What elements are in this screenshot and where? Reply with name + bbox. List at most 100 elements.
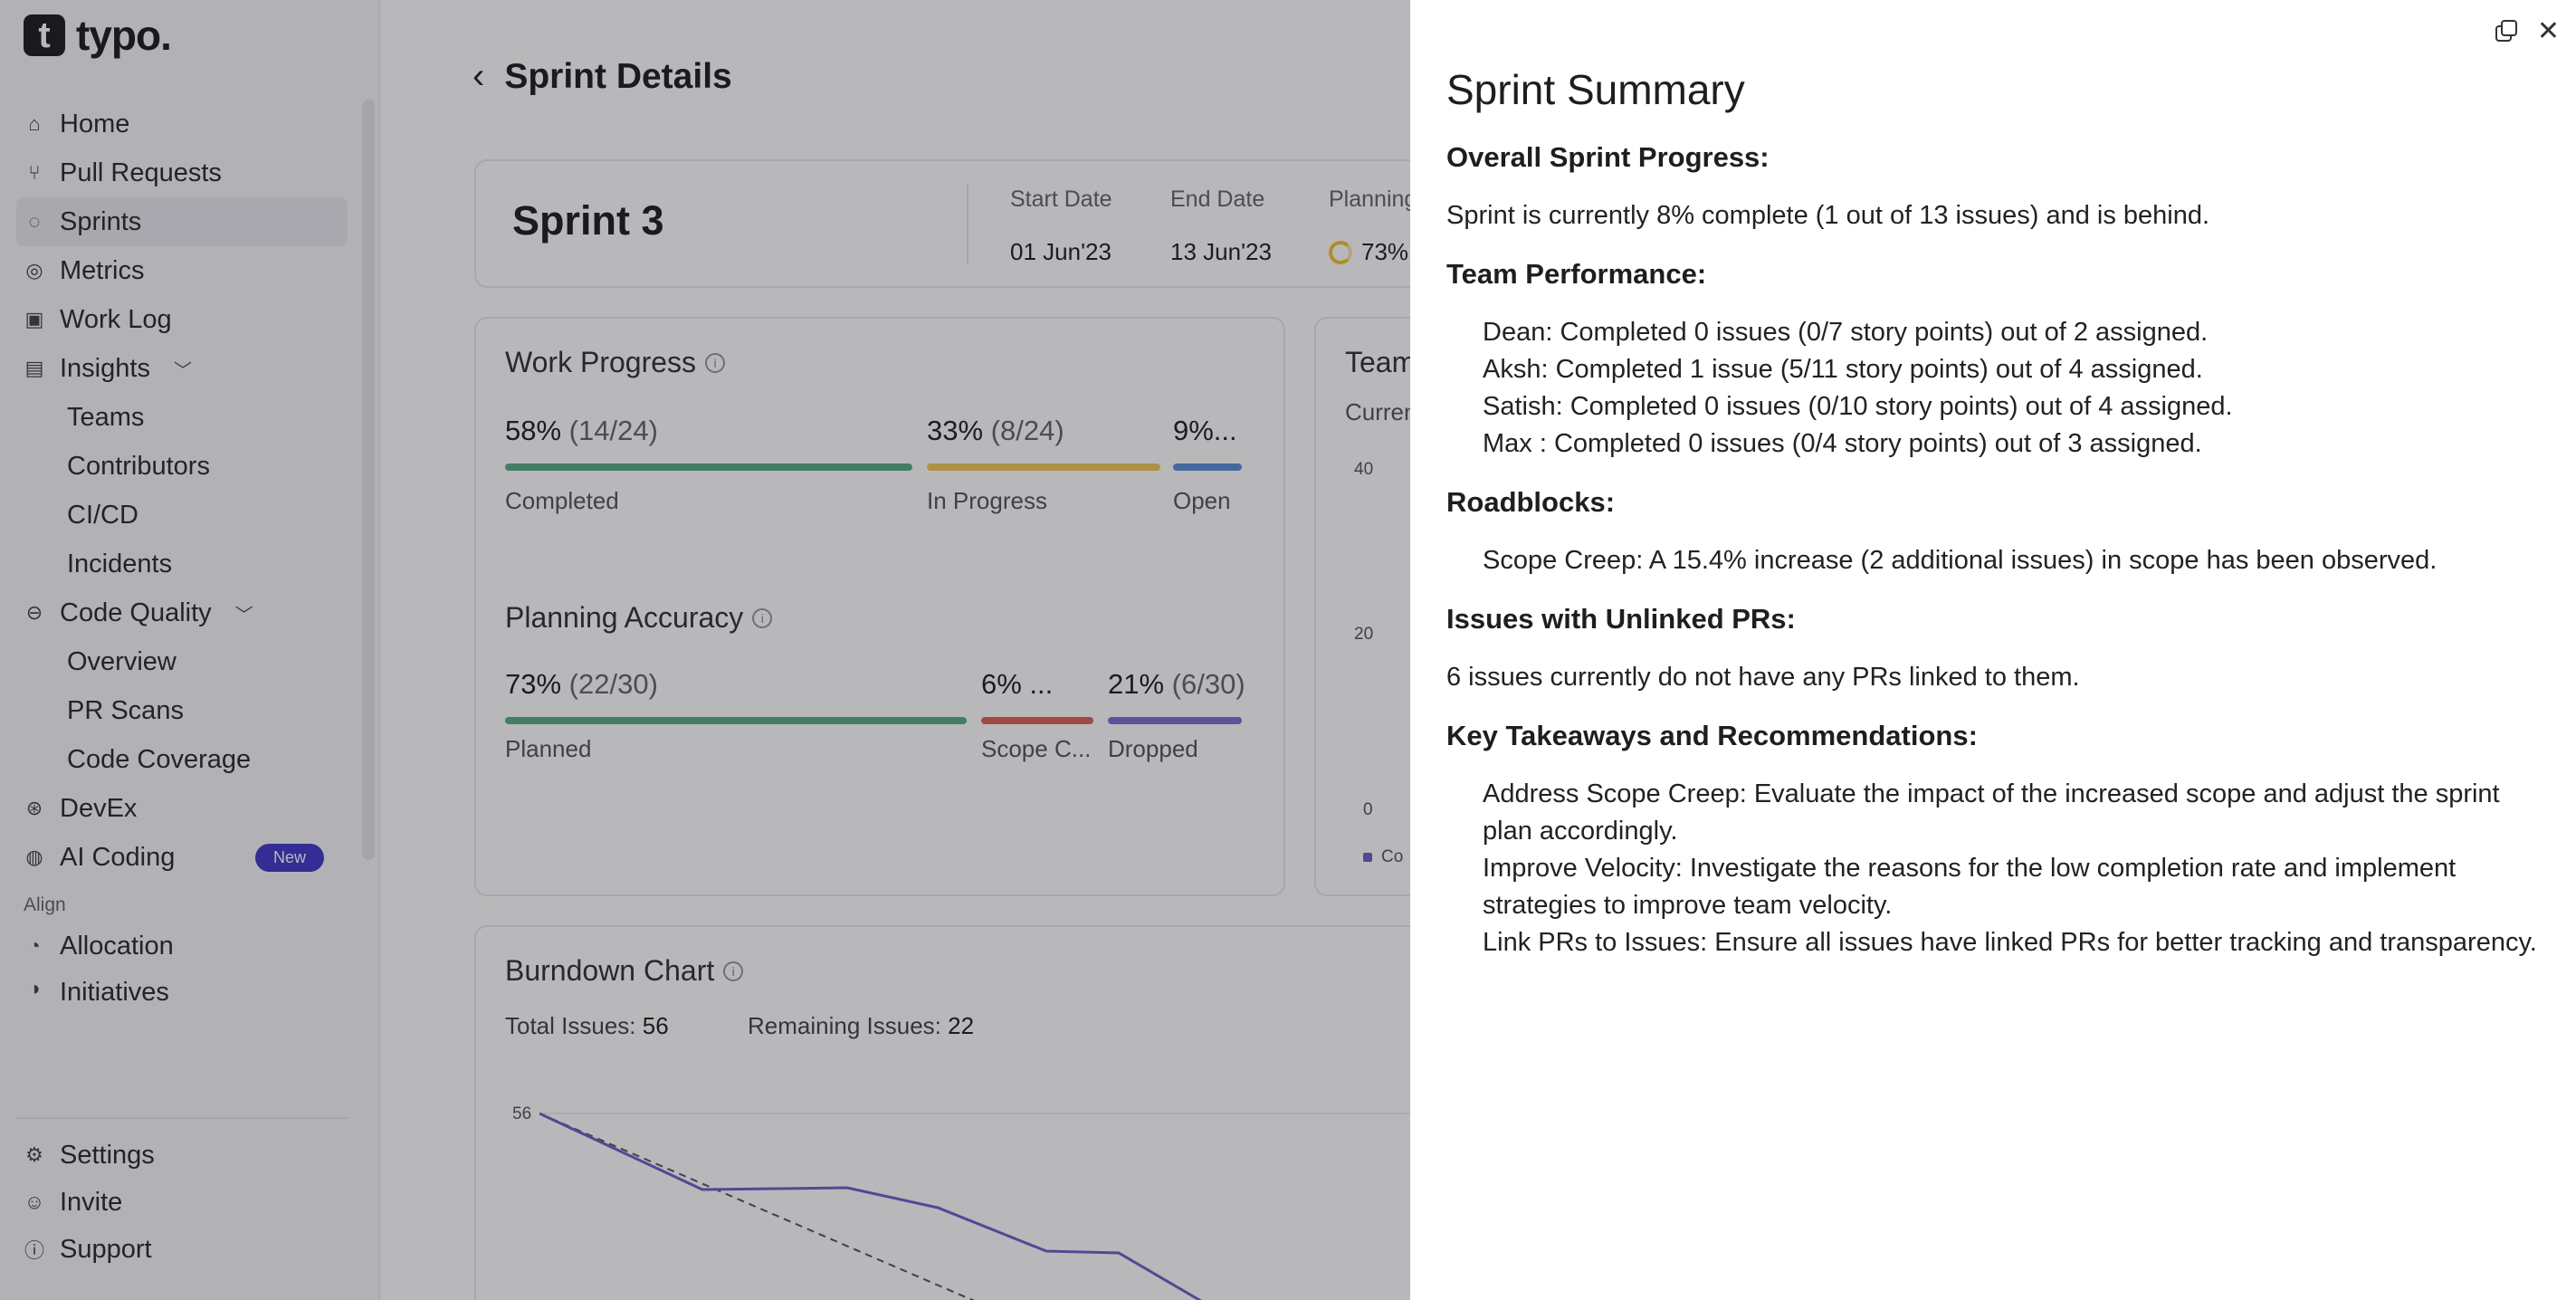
sidebar-item-label: AI Coding	[60, 842, 176, 872]
sidebar-item-label: Work Log	[60, 304, 172, 334]
start-date: Start Date 01 Jun'23	[1010, 186, 1112, 266]
sidebar-item-allocation[interactable]: ◔ Allocation	[16, 922, 348, 970]
sidebar-item-pull-requests[interactable]: ⑂ Pull Requests	[16, 148, 348, 197]
planned-bar	[505, 717, 967, 724]
completed-label: Completed	[505, 487, 619, 514]
list-item: Scope Creep: A 15.4% increase (2 additio…	[1483, 546, 2438, 575]
sidebar-item-devex[interactable]: ⊛ DevEx	[16, 784, 348, 833]
info-icon[interactable]: i	[723, 961, 744, 981]
planning: Planning 73%	[1329, 186, 1417, 266]
open-label: Open	[1173, 487, 1231, 514]
in-progress-stat: 33% (8/24)	[927, 415, 1064, 447]
sidebar-item-label: Settings	[60, 1140, 155, 1170]
planned-pct: 73%	[505, 668, 562, 700]
sidebar-item-overview[interactable]: Overview	[67, 646, 177, 676]
invite-icon: ☺	[24, 1190, 45, 1213]
sidebar-item-contributors[interactable]: Contributors	[67, 451, 210, 481]
sidebar-item-label: Initiatives	[60, 978, 169, 1007]
insights-icon: ▤	[24, 357, 44, 379]
sidebar-item-home[interactable]: ⌂ Home	[16, 100, 348, 148]
logo[interactable]: t typo.	[24, 11, 172, 60]
work-progress-title: Work Progress i	[505, 346, 726, 379]
sidebar-item-pr-scans[interactable]: PR Scans	[67, 695, 184, 725]
chevron-down-icon: ﹀	[234, 605, 253, 626]
total-issues-value: 56	[642, 1012, 669, 1039]
legend-label: Co	[1381, 847, 1404, 866]
sidebar-item-metrics[interactable]: ◎ Metrics	[16, 246, 348, 295]
sidebar-item-label: Support	[60, 1234, 152, 1264]
burndown-title-text: Burndown Chart	[505, 954, 715, 987]
y-tick: 40	[1354, 460, 1374, 479]
sidebar: t typo. ⌂ Home ⑂ Pull Requests ◌ Sprints…	[0, 0, 380, 1300]
list-item: Max : Completed 0 issues (0/4 story poin…	[1483, 429, 2202, 458]
burndown-title: Burndown Chart i	[505, 954, 744, 988]
dropped-bar	[1108, 717, 1242, 724]
new-badge: New	[254, 843, 324, 872]
start-date-value: 01 Jun'23	[1010, 238, 1111, 265]
heading-team-performance: Team Performance:	[1446, 258, 1707, 290]
section-label-align: Align	[24, 894, 66, 915]
page-title: Sprint Details	[504, 56, 732, 96]
planning-label: Planning	[1329, 186, 1417, 212]
sidebar-item-insights[interactable]: ▤ Insights ﹀	[16, 344, 348, 393]
in-progress-count: (8/24)	[990, 415, 1064, 446]
sidebar-item-settings[interactable]: ⚙ Settings	[16, 1132, 348, 1179]
scope-bar	[981, 717, 1093, 724]
planning-percent: 73%	[1361, 238, 1409, 265]
sidebar-item-sprints[interactable]: ◌ Sprints	[16, 197, 348, 246]
sidebar-item-invite[interactable]: ☺ Invite	[16, 1179, 348, 1226]
sprint-icon: ◌	[28, 210, 41, 233]
info-icon[interactable]: i	[705, 352, 726, 373]
sidebar-item-teams[interactable]: Teams	[67, 402, 145, 432]
remaining-issues: Remaining Issues: 22	[748, 1012, 974, 1040]
in-progress-label: In Progress	[927, 487, 1047, 514]
drawer-controls: ✕	[2495, 18, 2560, 45]
support-icon: ⓘ	[24, 1239, 44, 1262]
scope-label: Scope C...	[981, 735, 1092, 762]
back-arrow-icon[interactable]: ‹	[472, 56, 485, 96]
sidebar-scrollbar[interactable]	[362, 100, 375, 860]
page-header: ‹ Sprint Details	[472, 56, 732, 97]
sidebar-item-label: Code Quality	[60, 597, 212, 627]
code-quality-icon: ⊖	[25, 601, 43, 624]
expand-icon[interactable]	[2495, 20, 2517, 43]
completed-stat: 58% (14/24)	[505, 415, 658, 447]
allocation-icon: ◔	[28, 934, 41, 957]
team-performance-list: Dean: Completed 0 issues (0/7 story poin…	[1446, 314, 2551, 463]
modal-overlay[interactable]	[0, 0, 1410, 1300]
planned-label: Planned	[505, 735, 592, 762]
completed-pct: 58%	[505, 415, 562, 446]
sidebar-item-support[interactable]: ⓘ Support	[16, 1226, 348, 1273]
divider	[967, 185, 968, 264]
devex-icon: ⊛	[25, 797, 43, 819]
settings-icon: ⚙	[25, 1143, 43, 1166]
sidebar-item-incidents[interactable]: Incidents	[67, 549, 173, 578]
open-bar	[1173, 464, 1242, 471]
planning-accuracy-title-text: Planning Accuracy	[505, 601, 744, 634]
end-date-value: 13 Jun'23	[1170, 238, 1272, 265]
work-progress-title-text: Work Progress	[505, 346, 697, 378]
sidebar-item-cicd[interactable]: CI/CD	[67, 500, 138, 530]
sidebar-item-initiatives[interactable]: ◑ Initiatives	[16, 970, 348, 1007]
ai-coding-icon: ◍	[25, 846, 43, 868]
y-tick: 20	[1354, 625, 1374, 644]
home-icon: ⌂	[28, 112, 41, 135]
sidebar-item-label: Home	[60, 109, 130, 139]
sidebar-item-work-log[interactable]: ▣ Work Log	[16, 295, 348, 344]
start-date-label: Start Date	[1010, 186, 1112, 212]
logo-mark-icon: t	[24, 14, 65, 56]
takeaways-list: Address Scope Creep: Evaluate the impact…	[1446, 776, 2551, 961]
drawer-content: Sprint Summary Overall Sprint Progress: …	[1446, 65, 2551, 985]
legend-swatch	[1363, 853, 1372, 862]
heading-overall-progress: Overall Sprint Progress:	[1446, 141, 1770, 173]
info-icon[interactable]: i	[752, 607, 773, 628]
close-icon[interactable]: ✕	[2536, 16, 2560, 46]
roadblocks-list: Scope Creep: A 15.4% increase (2 additio…	[1446, 542, 2551, 579]
sidebar-item-code-coverage[interactable]: Code Coverage	[67, 744, 252, 774]
team-title: Team	[1345, 346, 1417, 378]
unlinked-prs-text: 6 issues currently do not have any PRs l…	[1446, 663, 2080, 692]
completed-bar	[505, 464, 912, 471]
sidebar-item-code-quality[interactable]: ⊖ Code Quality ﹀	[16, 588, 348, 637]
sidebar-item-ai-coding[interactable]: ◍ AI Coding New	[16, 833, 348, 882]
logo-text: typo.	[76, 12, 172, 59]
